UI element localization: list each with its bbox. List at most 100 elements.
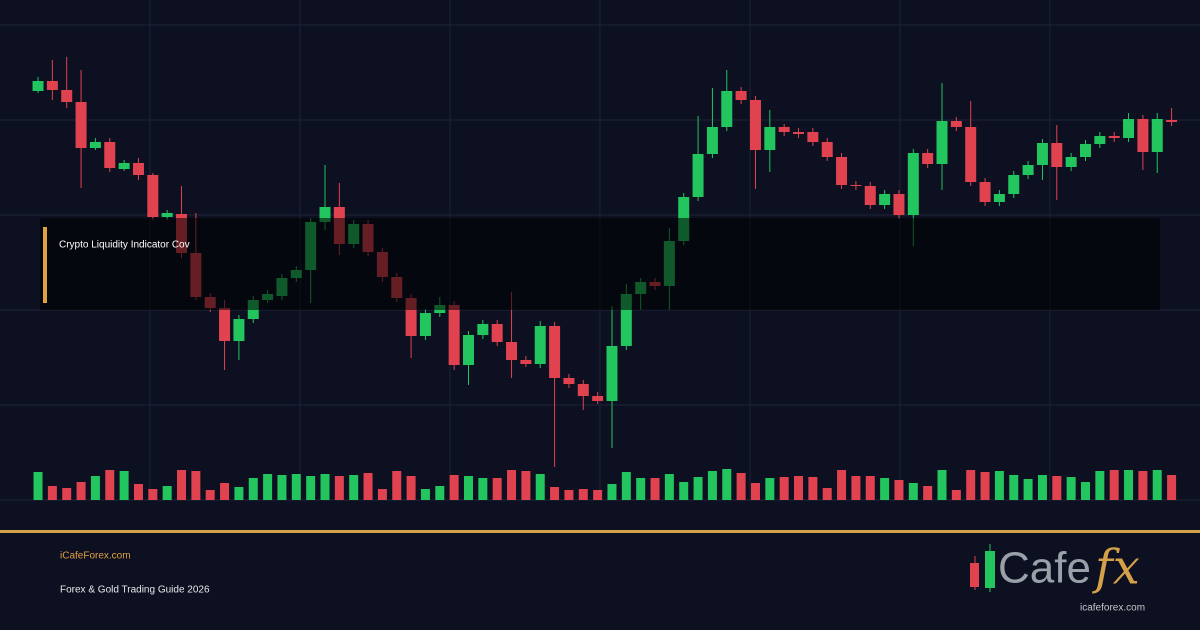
candle-body bbox=[46, 81, 58, 90]
candle-body bbox=[219, 308, 231, 341]
volume-bar bbox=[1109, 470, 1119, 500]
candle-body bbox=[721, 91, 733, 127]
volume-bar bbox=[363, 473, 373, 500]
volume-bar bbox=[951, 490, 961, 500]
volume-bar bbox=[636, 478, 646, 500]
volume-bar bbox=[1095, 471, 1105, 500]
candle-body bbox=[161, 213, 173, 217]
volume-bar bbox=[220, 483, 230, 500]
volume-bar bbox=[1138, 471, 1148, 500]
candle-body bbox=[563, 378, 575, 384]
volume-bar bbox=[377, 489, 387, 500]
candle-body bbox=[592, 396, 604, 401]
volume-bar bbox=[650, 478, 660, 500]
volume-bar bbox=[1009, 475, 1019, 500]
candle-body bbox=[1008, 175, 1020, 194]
candle-body bbox=[735, 91, 747, 100]
volume-bar bbox=[291, 474, 301, 500]
volume-bar bbox=[894, 480, 904, 500]
candle-body bbox=[706, 127, 718, 154]
volume-bar bbox=[76, 482, 86, 500]
volume-bar bbox=[994, 471, 1004, 500]
volume-bar bbox=[621, 472, 631, 500]
volume-bar bbox=[593, 490, 603, 500]
candle-body bbox=[606, 346, 618, 401]
volume-bar bbox=[306, 476, 316, 500]
volume-bar bbox=[521, 471, 531, 500]
candle-body bbox=[907, 153, 919, 215]
logo: Cafe fx icafeforex.com bbox=[970, 540, 1145, 614]
candle-body bbox=[75, 102, 87, 148]
candle-body bbox=[936, 121, 948, 164]
candle-body bbox=[979, 182, 991, 202]
volume-bar bbox=[349, 475, 359, 500]
volume-bar bbox=[966, 470, 976, 500]
annotation: Crypto Liquidity Indicator Cov bbox=[59, 240, 190, 251]
volume-bar bbox=[851, 476, 861, 500]
logo-accent: fx bbox=[1092, 540, 1140, 596]
volume-bar bbox=[837, 470, 847, 500]
candle-body bbox=[1108, 136, 1120, 138]
volume-bar bbox=[1023, 479, 1033, 500]
volume-bar bbox=[578, 489, 588, 500]
candle-body bbox=[893, 194, 905, 215]
candle-body bbox=[1151, 119, 1163, 152]
volume-bar bbox=[334, 476, 344, 500]
volume-bar bbox=[277, 475, 287, 500]
volume-bar bbox=[320, 474, 330, 500]
logo-candle bbox=[970, 563, 979, 587]
volume-bar bbox=[234, 487, 244, 500]
volume-bar bbox=[478, 478, 488, 500]
volume-bar bbox=[693, 477, 703, 500]
volume-bar bbox=[736, 473, 746, 500]
candle-body bbox=[118, 163, 130, 169]
candle-body bbox=[764, 127, 776, 150]
volume-bar bbox=[492, 478, 502, 500]
candle-body bbox=[1123, 119, 1135, 138]
volume-bar bbox=[535, 474, 545, 500]
volume-bar bbox=[707, 471, 717, 500]
volume-bar bbox=[1152, 470, 1162, 500]
volume-bar bbox=[148, 489, 158, 500]
volume-bar bbox=[406, 476, 416, 500]
volume-bar bbox=[62, 488, 72, 500]
volume-bar bbox=[248, 478, 258, 500]
annotation-accent bbox=[43, 227, 47, 303]
footer-subtitle: Forex & Gold Trading Guide 2026 bbox=[60, 585, 210, 596]
volume-bar bbox=[205, 490, 215, 500]
volume-bar bbox=[90, 476, 100, 500]
volume-bar bbox=[1052, 476, 1062, 500]
candle-body bbox=[922, 153, 934, 164]
logo-text: Cafe bbox=[998, 544, 1091, 593]
candle-body bbox=[1137, 119, 1149, 152]
candle-body bbox=[405, 298, 417, 336]
candle-body bbox=[549, 326, 561, 378]
volume-bar bbox=[47, 486, 57, 500]
volume-bar bbox=[435, 486, 445, 500]
candle-body bbox=[61, 90, 73, 102]
candle-body bbox=[993, 194, 1005, 202]
candle-body bbox=[620, 294, 632, 346]
candle-body bbox=[778, 127, 790, 132]
volume-bar bbox=[664, 474, 674, 500]
volume-bar bbox=[105, 470, 115, 500]
volume-bar bbox=[722, 469, 732, 500]
volume-bar bbox=[463, 476, 473, 500]
candle-body bbox=[879, 194, 891, 205]
volume-bar bbox=[937, 470, 947, 500]
volume-bar bbox=[263, 474, 273, 500]
volume-bar bbox=[191, 471, 201, 500]
volume-bar bbox=[865, 476, 875, 500]
candle-body bbox=[32, 81, 44, 91]
volume-bar bbox=[779, 477, 789, 500]
volume-bar bbox=[794, 476, 804, 500]
divider bbox=[0, 530, 1200, 533]
volume-bar bbox=[449, 475, 459, 500]
candle-body bbox=[749, 100, 761, 150]
volume-bar bbox=[1037, 475, 1047, 500]
volume-bar bbox=[808, 477, 818, 500]
candle-body bbox=[319, 207, 331, 222]
volume-bar bbox=[564, 490, 574, 500]
